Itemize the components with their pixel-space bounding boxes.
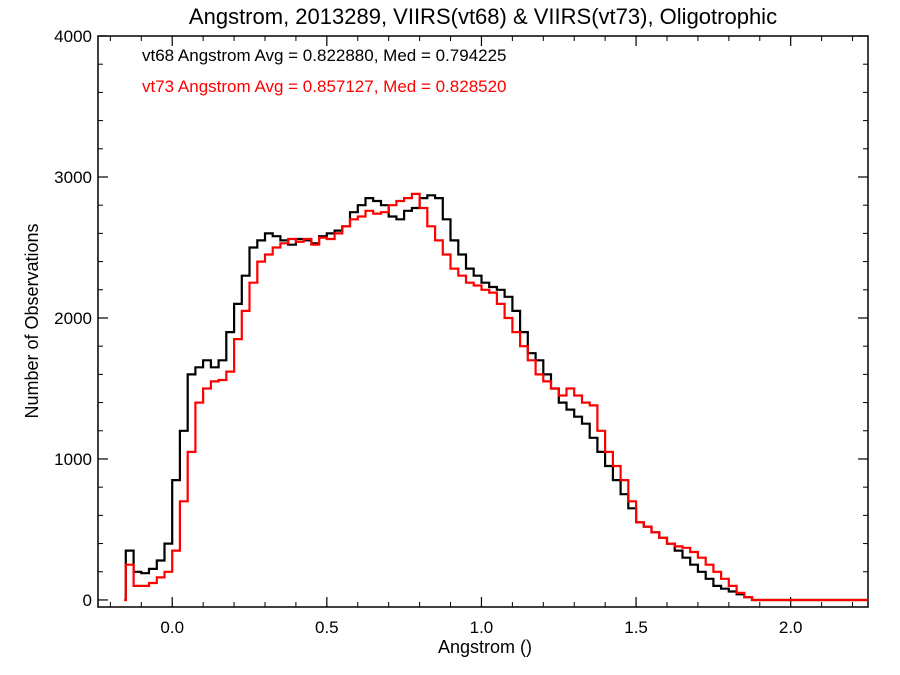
chart-title: Angstrom, 2013289, VIIRS(vt68) & VIIRS(v… bbox=[189, 4, 777, 29]
x-tick-label: 1.5 bbox=[624, 618, 648, 637]
series-layer bbox=[124, 192, 868, 602]
series-line-vt73 bbox=[124, 192, 868, 602]
annotation-vt68: vt68 Angstrom Avg = 0.822880, Med = 0.79… bbox=[142, 46, 507, 65]
y-tick-label: 2000 bbox=[54, 309, 92, 328]
x-tick-label: 0.0 bbox=[160, 618, 184, 637]
y-tick-label: 3000 bbox=[54, 168, 92, 187]
plot-frame bbox=[97, 35, 869, 608]
annotation-vt73: vt73 Angstrom Avg = 0.857127, Med = 0.82… bbox=[142, 77, 507, 96]
y-tick-label: 4000 bbox=[54, 27, 92, 46]
x-tick-label: 1.0 bbox=[470, 618, 494, 637]
y-tick-label: 1000 bbox=[54, 450, 92, 469]
series-line-vt68 bbox=[124, 194, 868, 602]
y-axis-title: Number of Observations bbox=[22, 223, 42, 418]
x-tick-label: 2.0 bbox=[779, 618, 803, 637]
x-tick-label: 0.5 bbox=[315, 618, 339, 637]
x-axis-title: Angstrom () bbox=[438, 637, 532, 657]
ticks-layer: 0.0 0.5 1.0 1.5 2.0 0 1000 2000 3000 4000 bbox=[54, 27, 868, 637]
y-tick-label: 0 bbox=[83, 591, 92, 610]
